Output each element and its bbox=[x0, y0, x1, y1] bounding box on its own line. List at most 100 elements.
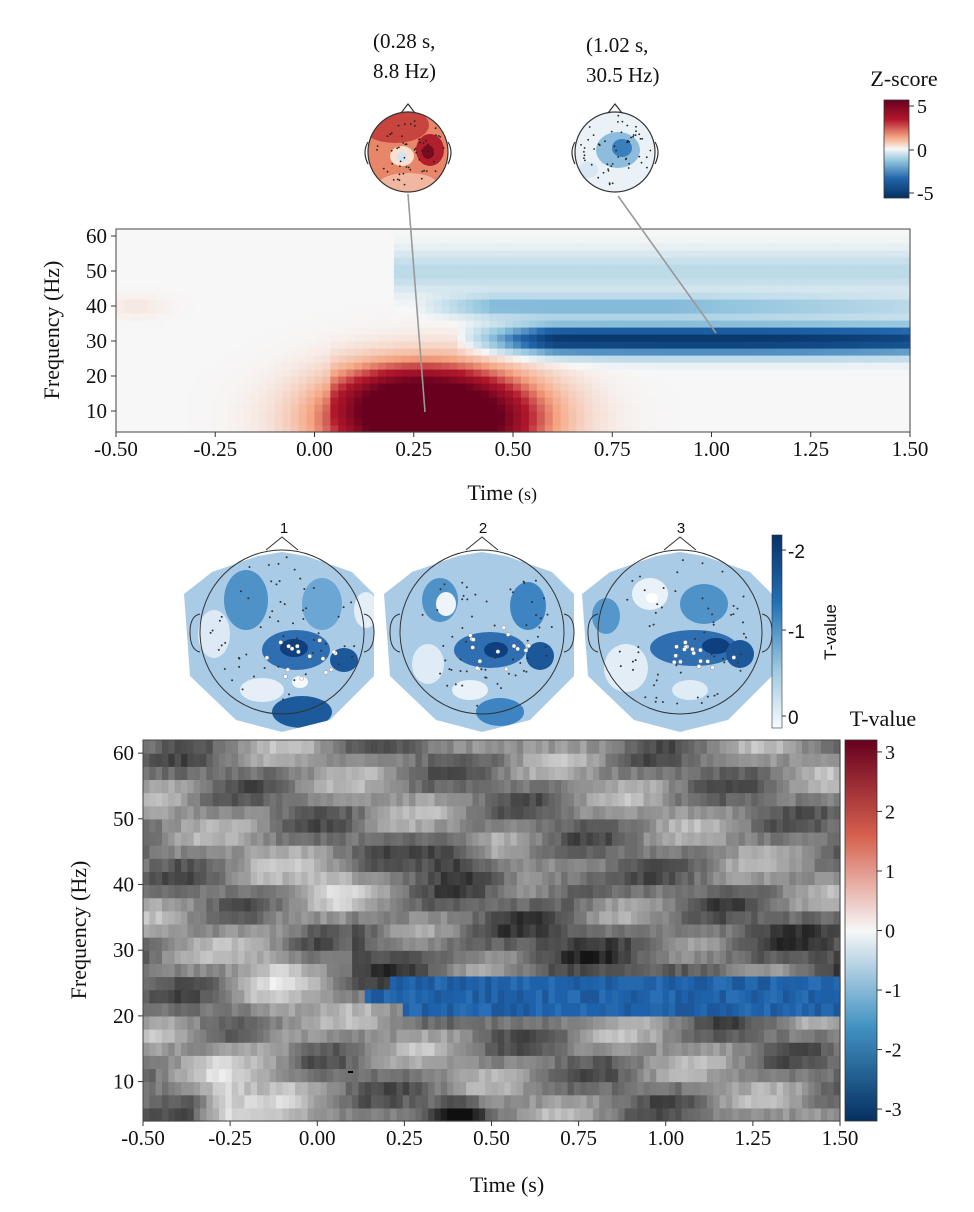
top-heatmap-cell bbox=[505, 320, 514, 328]
top-heatmap-cell bbox=[894, 292, 903, 300]
bottom-heatmap-cell bbox=[231, 937, 239, 951]
bottom-heatmap-cell bbox=[466, 1015, 474, 1030]
top-heatmap-cell bbox=[314, 285, 324, 293]
bottom-heatmap-cell bbox=[231, 910, 239, 925]
bottom-heatmap-cell bbox=[276, 923, 283, 938]
bottom-heatmap-cell bbox=[143, 1002, 150, 1017]
top-heatmap-cell bbox=[163, 355, 173, 363]
bottom-heatmap-cell bbox=[390, 753, 398, 767]
top-heatmap-cell bbox=[854, 376, 863, 384]
top-heatmap-cell bbox=[846, 292, 856, 300]
bottom-heatmap-cell bbox=[301, 1094, 309, 1109]
top-heatmap-cell bbox=[243, 292, 252, 300]
bottom-heatmap-cell bbox=[447, 923, 455, 938]
bottom-heatmap-cell bbox=[257, 963, 264, 978]
top-heatmap-cell bbox=[632, 355, 641, 363]
bottom-heatmap-cell bbox=[314, 1029, 322, 1043]
top-heatmap-cell bbox=[759, 369, 768, 377]
top-heatmap-cell bbox=[552, 306, 562, 314]
bottom-heatmap-cell bbox=[434, 1015, 442, 1030]
top-heatmap-cell bbox=[830, 306, 840, 314]
bottom-heatmap-cell bbox=[231, 1055, 239, 1070]
bottom-heatmap-cell bbox=[206, 753, 214, 767]
bottom-heatmap-cell bbox=[326, 937, 334, 951]
top-heatmap-cell bbox=[870, 369, 879, 377]
top-heatmap-cell bbox=[870, 299, 879, 307]
top-heatmap-cell bbox=[433, 411, 443, 419]
bottom-heatmap-cell bbox=[206, 1029, 214, 1043]
bottom-heatmap-cell bbox=[364, 779, 372, 794]
top-heatmap-cell bbox=[513, 264, 522, 272]
top-heatmap-cell bbox=[243, 285, 252, 293]
top-heatmap-cell bbox=[195, 285, 204, 293]
top-heatmap-cell bbox=[743, 320, 752, 328]
bottom-heatmap-cell bbox=[155, 818, 163, 833]
top-heatmap-cell bbox=[441, 292, 451, 300]
top-heatmap-cell bbox=[814, 425, 824, 433]
bottom-heatmap-cell bbox=[485, 845, 493, 859]
bottom-heatmap-cell bbox=[352, 1042, 360, 1056]
electrode-dot bbox=[423, 169, 425, 172]
top-heatmap-cell bbox=[322, 306, 331, 314]
bottom-heatmap-cell bbox=[453, 950, 461, 964]
top-heatmap-cell bbox=[409, 404, 419, 412]
top-heatmap-cell bbox=[806, 320, 816, 328]
bottom-heatmap-cell bbox=[497, 1015, 505, 1030]
top-heatmap-cell bbox=[473, 236, 482, 244]
top-heatmap-cell bbox=[266, 257, 276, 265]
top-heatmap-cell bbox=[393, 334, 403, 342]
bottom-heatmap-cell bbox=[345, 1081, 353, 1096]
bottom-heatmap-cell bbox=[352, 884, 360, 899]
topomap-desync: (1.02 s, 30.5 Hz) bbox=[571, 33, 717, 334]
top-heatmap-cell bbox=[647, 250, 657, 258]
bottom-heatmap-cell bbox=[428, 1055, 436, 1070]
bottom-heatmap-cell bbox=[174, 766, 182, 781]
bottom-heatmap-cell bbox=[143, 818, 150, 833]
bottom-heatmap-cell bbox=[282, 858, 290, 872]
top-heatmap-cell bbox=[806, 341, 816, 349]
top-heatmap-cell bbox=[806, 348, 816, 356]
significant-electrode-dot bbox=[317, 638, 322, 643]
top-heatmap-cell bbox=[902, 271, 911, 279]
top-heatmap-cell bbox=[695, 376, 705, 384]
bottom-heatmap-cell bbox=[244, 1094, 252, 1109]
bottom-heatmap-cell bbox=[390, 1094, 398, 1109]
top-heatmap-cell bbox=[187, 229, 196, 237]
top-heatmap-cell bbox=[830, 257, 840, 265]
electrode-dot bbox=[703, 631, 706, 634]
top-heatmap-cell bbox=[258, 257, 268, 265]
top-heatmap-cell bbox=[735, 320, 744, 328]
top-heatmap-cell bbox=[370, 362, 379, 370]
top-heatmap-cell bbox=[782, 327, 792, 335]
top-heatmap-cell bbox=[385, 418, 395, 426]
top-heatmap-cell bbox=[139, 306, 149, 314]
top-heatmap-cell bbox=[663, 243, 673, 251]
top-heatmap-cell bbox=[147, 299, 157, 307]
top-heatmap-cell bbox=[330, 362, 339, 370]
top-heatmap-cell bbox=[401, 397, 411, 405]
bottom-heatmap-cell bbox=[219, 963, 226, 978]
bottom-heatmap-cell bbox=[257, 1068, 264, 1083]
top-heatmap-cell bbox=[679, 264, 689, 272]
top-heatmap-cell bbox=[203, 292, 212, 300]
bottom-heatmap-cell bbox=[263, 963, 271, 978]
bottom-heatmap-cell bbox=[276, 792, 283, 807]
top-heatmap-cell bbox=[243, 425, 252, 433]
top-heatmap-cell bbox=[306, 362, 316, 370]
bottom-heatmap-cell bbox=[352, 1015, 360, 1030]
bottom-heatmap-cell bbox=[377, 923, 385, 938]
top-heatmap-cell bbox=[346, 278, 355, 286]
bottom-heatmap-cell bbox=[269, 1055, 277, 1070]
top-heatmap-cell bbox=[584, 236, 593, 244]
top-heatmap-cell bbox=[203, 383, 212, 391]
bottom-heatmap-cell bbox=[485, 1081, 493, 1096]
bottom-heatmap-cell bbox=[478, 779, 486, 794]
top-heatmap-cell bbox=[378, 411, 387, 419]
top-heatmap-cell bbox=[250, 250, 260, 258]
top-heatmap-cell bbox=[235, 418, 244, 426]
top-heatmap-cell bbox=[822, 341, 832, 349]
top-heatmap-cell bbox=[409, 341, 419, 349]
top-heatmap-cell bbox=[513, 306, 522, 314]
bottom-heatmap-cell bbox=[250, 1002, 258, 1017]
top-heatmap-cell bbox=[536, 348, 546, 356]
